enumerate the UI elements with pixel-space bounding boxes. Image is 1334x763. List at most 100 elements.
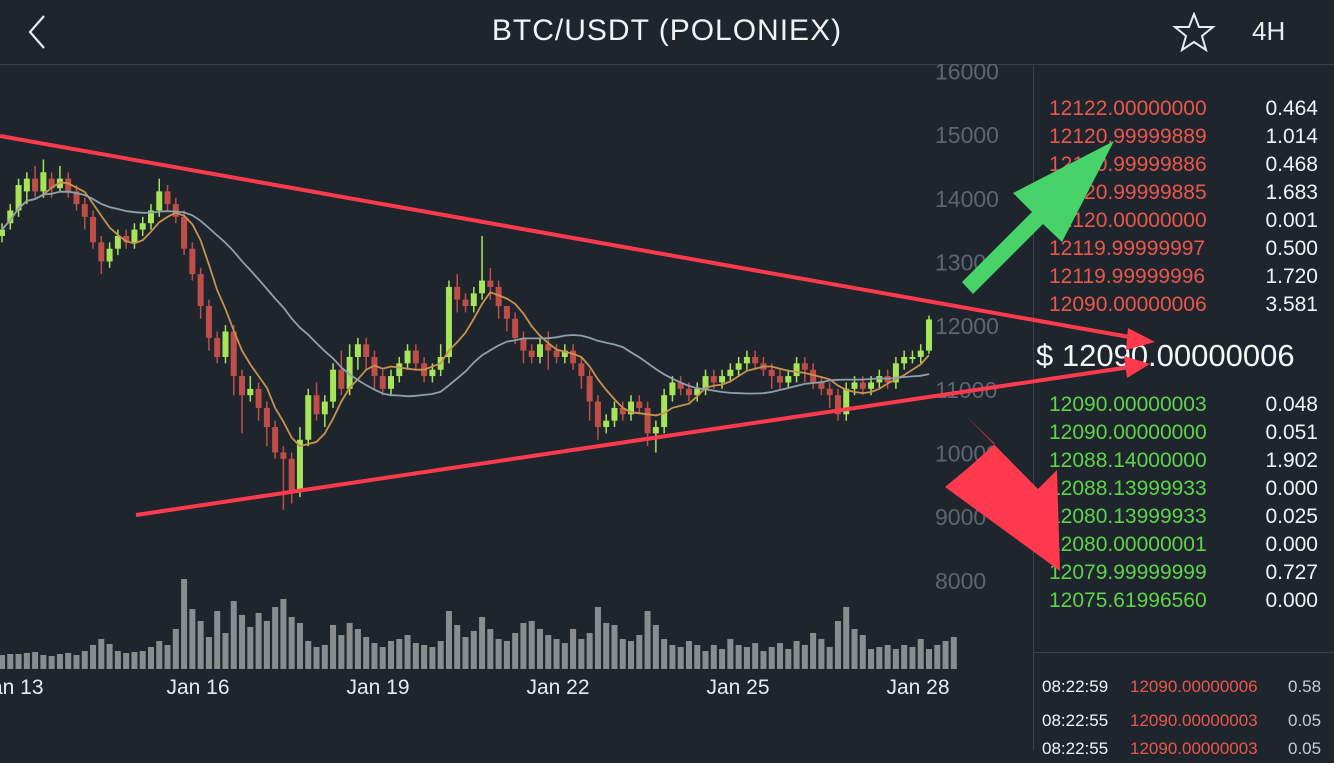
ask-row[interactable]: 12119.99999996 1.720 xyxy=(1034,265,1334,293)
ma-fast-line xyxy=(1,181,930,448)
volume-bar xyxy=(288,617,295,669)
volume-bar xyxy=(495,639,502,669)
ask-qty: 1.720 xyxy=(1265,265,1318,288)
ask-row[interactable]: 12120.99999886 0.468 xyxy=(1034,153,1334,181)
bid-price: 12090.00000003 xyxy=(1049,393,1207,416)
volume-bar xyxy=(338,635,345,669)
back-button[interactable] xyxy=(22,10,66,54)
volume-bar xyxy=(520,623,527,669)
ask-row[interactable]: 12120.99999889 1.014 xyxy=(1034,125,1334,153)
volume-bar xyxy=(652,625,659,669)
candle-body xyxy=(785,376,792,383)
volume-bar xyxy=(603,623,610,669)
volume-bar xyxy=(7,654,14,669)
candle-body xyxy=(32,178,39,192)
bid-row[interactable]: 12080.00000001 0.000 xyxy=(1034,533,1334,561)
volume-bar xyxy=(570,629,577,669)
volume-bar xyxy=(131,652,138,669)
bid-qty: 1.902 xyxy=(1265,449,1318,472)
volume-bar xyxy=(65,653,72,669)
candle-body xyxy=(743,356,750,364)
x-tick-label: Jan 28 xyxy=(886,676,949,699)
volume-bar xyxy=(926,649,932,669)
volume-bar xyxy=(950,637,957,669)
bid-row[interactable]: 12079.99999999 0.727 xyxy=(1034,561,1334,589)
candle-body xyxy=(561,350,568,357)
candle-body xyxy=(296,439,303,491)
volume-bar xyxy=(189,609,196,669)
volume-bar xyxy=(371,643,378,669)
price-chart[interactable]: 16000 15000 14000 13000 12000 11000 10000 9000 8… xyxy=(0,64,1033,750)
candle-body xyxy=(553,350,560,357)
volume-bar xyxy=(363,637,370,669)
ask-row[interactable]: 12119.99999997 0.500 xyxy=(1034,237,1334,265)
candle-body xyxy=(354,344,361,357)
candle-body xyxy=(462,299,469,307)
bid-row[interactable]: 12080.13999933 0.025 xyxy=(1034,505,1334,533)
candle-body xyxy=(98,242,105,262)
candle-body xyxy=(429,369,436,377)
volume-bar xyxy=(818,639,825,669)
candle-body xyxy=(412,350,419,364)
volume-bar xyxy=(884,645,891,669)
candle-body xyxy=(909,356,916,359)
bid-qty: 0.025 xyxy=(1265,505,1318,528)
volume-bar xyxy=(892,649,899,669)
bid-row[interactable]: 12090.00000003 0.048 xyxy=(1034,393,1334,421)
candle-body xyxy=(479,280,486,294)
ask-price: 12120.99999885 xyxy=(1049,181,1207,204)
ask-row[interactable]: 12122.00000000 0.464 xyxy=(1034,97,1334,125)
volume-bar xyxy=(73,655,80,669)
interval-selector[interactable]: 4H xyxy=(1252,16,1286,46)
candle-body xyxy=(255,388,262,408)
candle-body xyxy=(636,401,643,408)
candle-body xyxy=(404,350,411,364)
bid-price: 12075.61996560 xyxy=(1049,589,1207,612)
volume-bar xyxy=(172,629,179,669)
favorite-button[interactable] xyxy=(1172,11,1218,53)
volume-bar xyxy=(859,635,866,669)
volume-bar xyxy=(777,643,784,669)
candle-body xyxy=(189,248,196,275)
ask-row[interactable]: 12090.00000006 3.581 xyxy=(1034,293,1334,321)
bid-price: 12088.13999933 xyxy=(1049,477,1207,500)
volume-bar xyxy=(205,637,212,669)
candle-body xyxy=(586,376,593,402)
candle-body xyxy=(313,395,320,415)
volume-bar xyxy=(727,639,734,669)
bid-row[interactable]: 12088.14000000 1.902 xyxy=(1034,449,1334,477)
ask-row[interactable]: 12120.00000000 0.001 xyxy=(1034,209,1334,237)
volume-bar xyxy=(917,639,924,669)
candle-body xyxy=(263,407,270,428)
volume-bar xyxy=(760,651,767,669)
volume-bar xyxy=(561,643,568,669)
trade-row: 08:22:55 12090.00000003 0.05 xyxy=(1034,739,1334,763)
bid-row[interactable]: 12090.00000000 0.051 xyxy=(1034,421,1334,449)
volume-bar xyxy=(644,611,651,669)
volume-bar xyxy=(503,641,510,669)
x-tick-label: Jan 19 xyxy=(346,676,409,699)
volume-bar xyxy=(263,621,270,669)
candle-body xyxy=(843,388,850,415)
volume-bar xyxy=(752,643,759,669)
ask-qty: 0.500 xyxy=(1265,237,1318,260)
volume-bar xyxy=(470,631,477,669)
candle-body xyxy=(669,382,676,396)
candle-body xyxy=(164,191,171,205)
volume-bar xyxy=(106,644,113,669)
bid-price: 12080.00000001 xyxy=(1049,533,1207,556)
candle-body xyxy=(445,286,452,357)
candle-body xyxy=(197,274,204,307)
candle-body xyxy=(239,376,246,396)
volume-bar xyxy=(90,645,97,669)
candle-body xyxy=(90,216,97,243)
bid-row[interactable]: 12088.13999933 0.000 xyxy=(1034,477,1334,505)
candle-body xyxy=(379,376,386,389)
bid-row[interactable]: 12075.61996560 0.000 xyxy=(1034,589,1334,617)
candle-body xyxy=(768,369,775,377)
ask-row[interactable]: 12120.99999885 1.683 xyxy=(1034,181,1334,209)
volume-bar xyxy=(197,621,204,669)
candle-body xyxy=(272,427,279,453)
star-outline-icon xyxy=(1172,11,1216,53)
trade-time: 08:22:55 xyxy=(1042,739,1109,758)
